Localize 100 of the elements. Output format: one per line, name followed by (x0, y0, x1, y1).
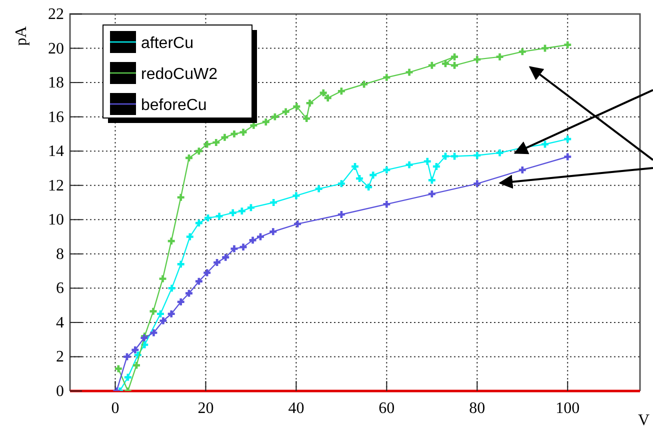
point (114, 365, 122, 372)
point (168, 284, 176, 292)
point (150, 308, 157, 315)
point (496, 149, 504, 156)
point (564, 136, 572, 143)
point (230, 130, 238, 138)
point (177, 260, 184, 268)
y-tick-label: 0 (56, 383, 64, 400)
point (221, 134, 228, 141)
y-tick-label: 16 (48, 108, 64, 126)
point (256, 233, 264, 240)
point (383, 200, 390, 208)
point (474, 56, 481, 63)
point (133, 362, 140, 369)
point (150, 329, 158, 336)
point (292, 192, 300, 200)
point (383, 74, 390, 81)
point (168, 238, 175, 245)
point (240, 244, 247, 251)
y-tick-label: 4 (56, 314, 64, 332)
x-tick-label: 20 (198, 400, 214, 417)
point (428, 62, 436, 69)
point (474, 180, 481, 188)
y-tick-label: 12 (48, 177, 64, 194)
point (518, 48, 526, 56)
point (424, 158, 431, 165)
x-tick-label: 100 (556, 400, 580, 417)
point (442, 152, 449, 160)
y-tick-label: 8 (56, 246, 64, 263)
point (238, 208, 246, 215)
point (564, 153, 572, 160)
y-tick-label: 20 (48, 40, 64, 58)
point (156, 310, 164, 318)
point (564, 41, 572, 48)
point (168, 310, 175, 318)
point (474, 152, 481, 159)
point (160, 317, 167, 324)
x-tick-label: 0 (111, 400, 120, 417)
point (124, 374, 132, 381)
point (406, 68, 413, 76)
point (370, 172, 377, 179)
point (247, 204, 254, 212)
point (360, 80, 368, 88)
y-tick-label: 14 (48, 143, 64, 160)
point (270, 228, 277, 236)
point (383, 166, 390, 174)
point (320, 89, 327, 96)
point (177, 194, 184, 201)
point (204, 140, 211, 148)
point (195, 148, 202, 155)
point (428, 176, 436, 184)
point (212, 139, 220, 146)
point (518, 166, 526, 174)
point (240, 128, 247, 136)
point (222, 254, 230, 261)
x-tick-label: 80 (469, 400, 486, 417)
point (451, 53, 458, 60)
point (293, 103, 300, 110)
point (177, 298, 184, 306)
x-tick-label: 60 (378, 400, 395, 417)
point (159, 275, 166, 282)
point (282, 108, 290, 116)
point (262, 118, 270, 126)
point (542, 44, 548, 52)
point (306, 100, 314, 107)
y-tick-label: 10 (48, 212, 64, 229)
point (315, 185, 322, 192)
legend-label: redoCuW2 (141, 66, 218, 83)
legend-label: beforeCu (141, 97, 207, 114)
point (195, 278, 202, 285)
y-tick-label: 18 (48, 74, 64, 92)
point (229, 209, 236, 216)
point (230, 245, 238, 252)
x-axis-title: V (638, 412, 650, 429)
point (216, 212, 223, 220)
point (406, 161, 413, 168)
legend-label: afterCu (141, 35, 194, 52)
point (271, 113, 278, 120)
point (186, 233, 194, 240)
point (249, 236, 256, 244)
point (542, 140, 548, 148)
point (428, 190, 436, 198)
point (338, 88, 345, 95)
point (324, 94, 332, 102)
point (451, 62, 458, 69)
y-tick-label: 6 (56, 280, 64, 298)
point (442, 60, 449, 68)
point (141, 341, 148, 348)
point (451, 152, 458, 160)
y-axis-title: pA (13, 26, 30, 46)
y-tick-label: 22 (48, 6, 64, 23)
point (338, 180, 345, 188)
point (496, 53, 504, 60)
point (303, 115, 310, 122)
point (204, 269, 211, 276)
y-tick-label: 2 (56, 348, 64, 366)
x-tick-label: 40 (288, 400, 304, 417)
point (124, 353, 130, 360)
point (185, 290, 192, 297)
point (132, 346, 139, 354)
